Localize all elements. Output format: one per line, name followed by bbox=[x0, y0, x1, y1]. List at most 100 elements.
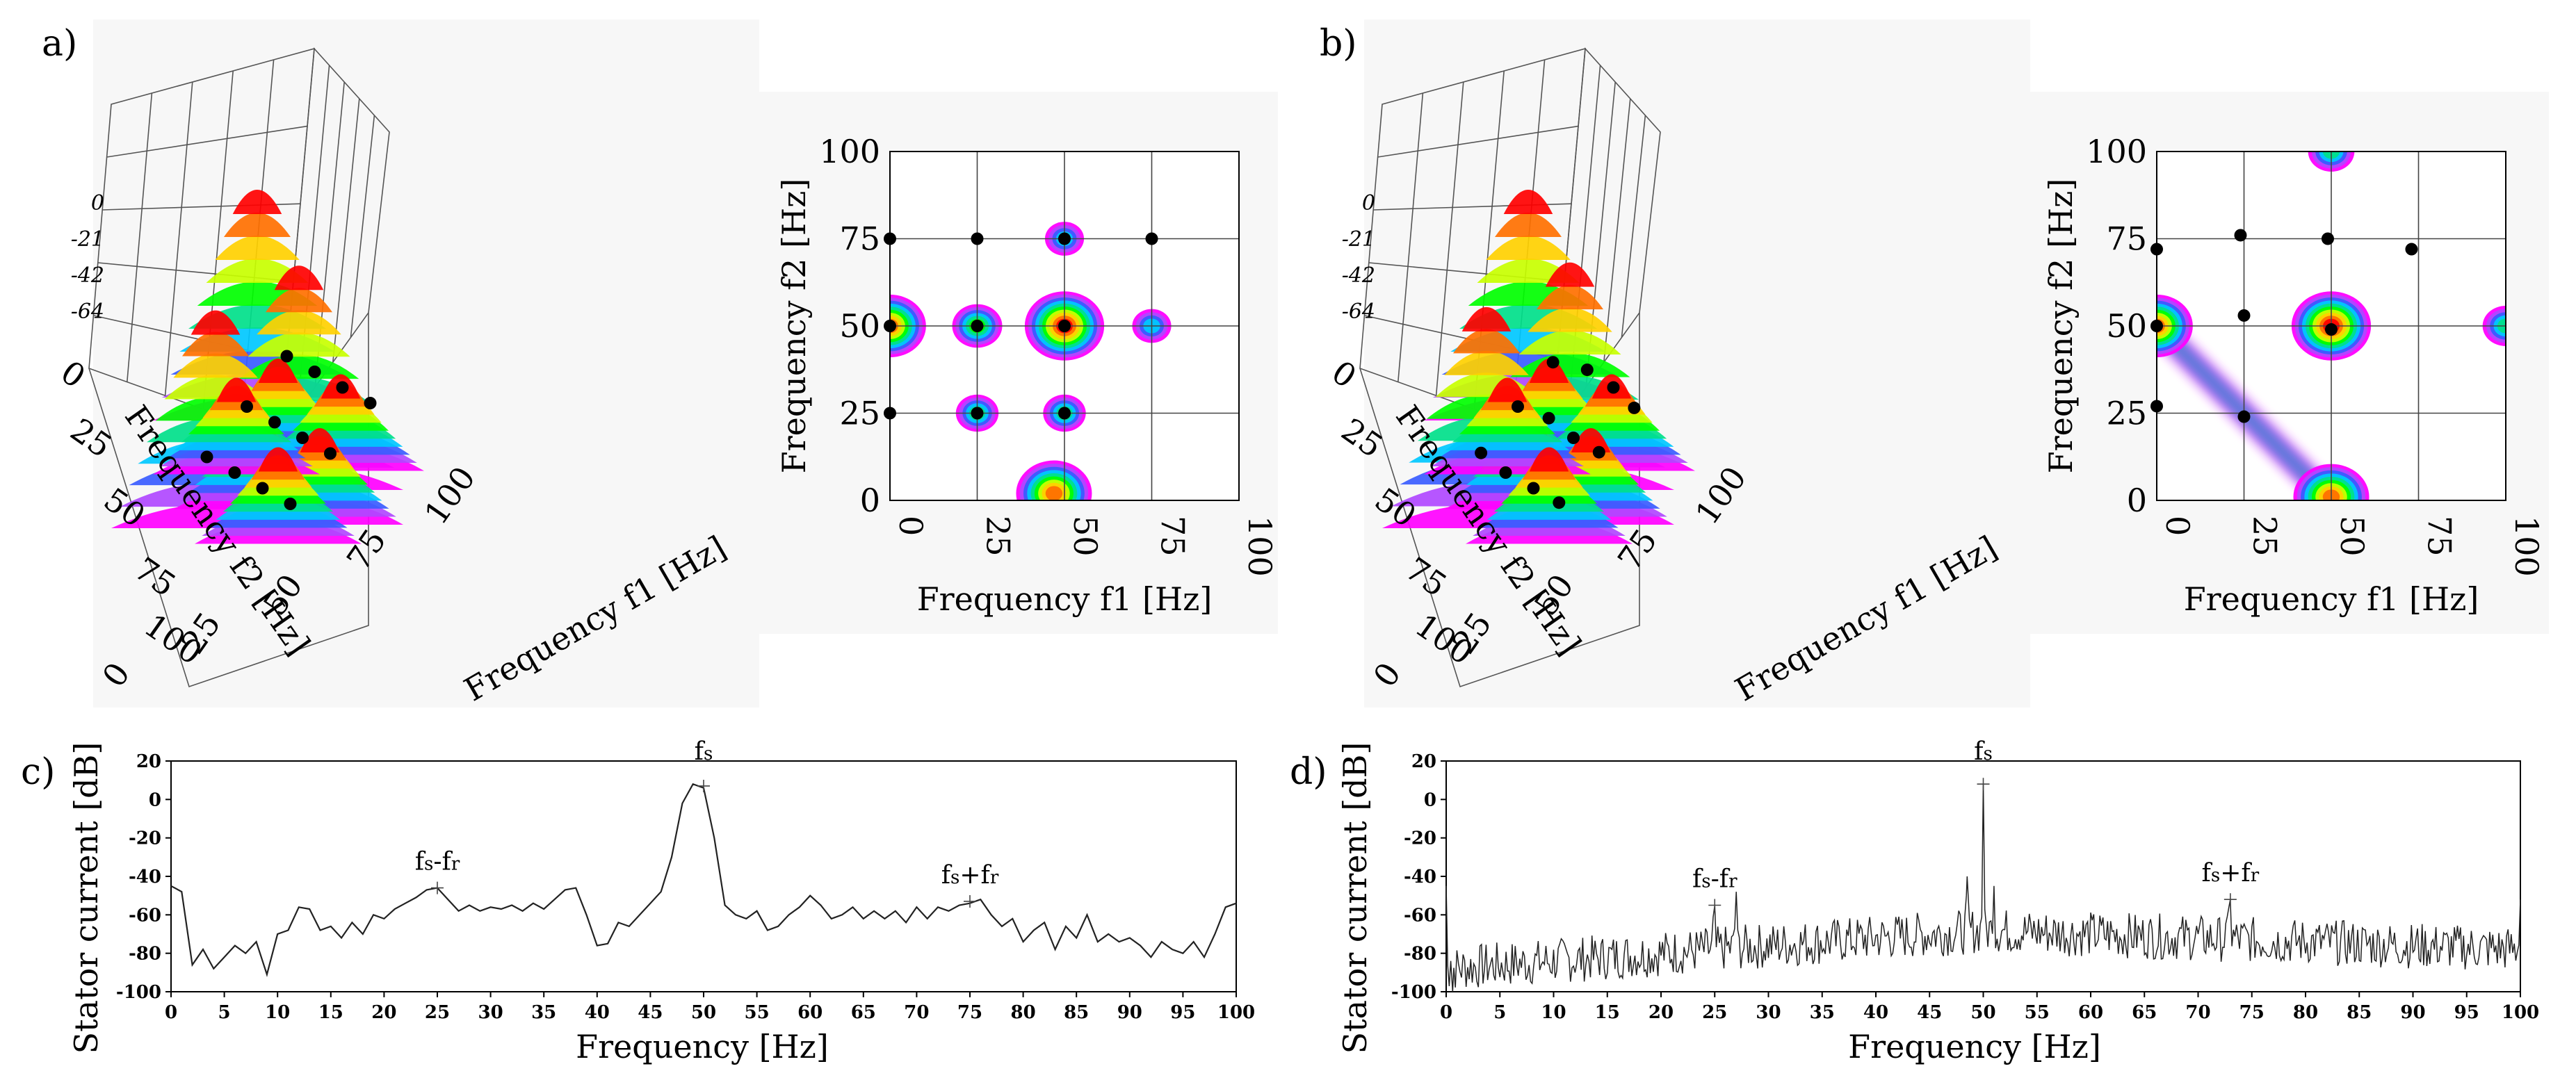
spec-c-xtick-17: 85 bbox=[1064, 1002, 1089, 1023]
surface-b-points bbox=[1475, 356, 1641, 509]
surface-b-ridge-1-layer-9 bbox=[1545, 262, 1595, 287]
heatmap-b-ylabel: Frequency f2 [Hz] bbox=[2042, 179, 2080, 474]
heatmap-a: 0 25 50 75 100 0 25 50 75 100 Frequency f1 [Hz] F… bbox=[775, 133, 1279, 618]
spectrum-c-xlabel: Frequency [Hz] bbox=[576, 1028, 829, 1065]
surface-b-ridge-2-layer-7 bbox=[1444, 350, 1529, 375]
spec-c-xtick-10: 50 bbox=[691, 1002, 716, 1023]
surface-b-wallb-v-4 bbox=[1621, 115, 1646, 338]
spec-c-xtick-6: 30 bbox=[478, 1002, 503, 1023]
surface-a-wallb-v-2 bbox=[314, 81, 345, 387]
spec-d-marker-0 bbox=[1708, 899, 1722, 912]
surface-a-point-0 bbox=[200, 450, 213, 464]
map-a-xtick-3: 75 bbox=[1154, 516, 1192, 557]
spec-c-ytick-2: -20 bbox=[129, 828, 161, 849]
heatmap-b-ticks: 0 25 50 75 100 0 25 50 75 100 bbox=[2086, 133, 2545, 577]
spec-c-xtick-1: 5 bbox=[218, 1002, 231, 1023]
spec-c-marker-2 bbox=[964, 894, 976, 908]
heatmap-a-points bbox=[884, 232, 1158, 420]
surface-b-point-6 bbox=[1527, 482, 1540, 495]
surface-a-point-5 bbox=[308, 366, 321, 378]
heatmap-a-contours bbox=[890, 152, 1239, 500]
map-b-point-5 bbox=[2234, 229, 2247, 242]
surface-a-ridge-8-layer-9 bbox=[258, 447, 298, 472]
spec-c-annotation-2: fs+fr bbox=[941, 861, 999, 890]
surface-b-ridge-7-layer-9 bbox=[1487, 377, 1528, 402]
spec-d-xtick-12: 60 bbox=[2078, 1002, 2103, 1023]
panel-letter-d: d) bbox=[1290, 751, 1327, 793]
spec-d-ytick-4: -60 bbox=[1404, 905, 1436, 926]
surface-b-ridge-1-layer-7 bbox=[1528, 307, 1612, 332]
spec-c-xtick-5: 25 bbox=[425, 1002, 450, 1023]
heatmap-b-points bbox=[2150, 229, 2418, 423]
spec-d-xtick-2: 10 bbox=[1541, 1002, 1566, 1023]
map-a-point-0 bbox=[884, 407, 896, 420]
surface-b-wallb-v-3 bbox=[1603, 98, 1631, 363]
surface-a-point-10 bbox=[324, 447, 337, 460]
spec-d-annotation-2: fs+fr bbox=[2202, 859, 2260, 887]
spec-c-xtick-4: 20 bbox=[371, 1002, 396, 1023]
map-b-xtick-1: 25 bbox=[2246, 516, 2284, 557]
map-a-ytick-3: 75 bbox=[839, 220, 880, 258]
spec-c-xtick-3: 15 bbox=[318, 1002, 343, 1023]
surface-a-point-4 bbox=[268, 416, 281, 429]
surface-b-wall-v-1 bbox=[1398, 92, 1424, 382]
spec-c-xtick-19: 95 bbox=[1170, 1002, 1195, 1023]
spec-d-xtick-6: 30 bbox=[1756, 1002, 1781, 1023]
map-b-point-1 bbox=[2150, 320, 2163, 332]
spec-c-ytick-1: 0 bbox=[149, 789, 161, 810]
map-a-point-8 bbox=[1058, 232, 1071, 245]
spectrum-c: fs-fr fs fs+fr 0 5 10 15 20 25 30 35 40 45 50 55 60 65 7… bbox=[67, 737, 1255, 1065]
spec-d-xtick-18: 90 bbox=[2400, 1002, 2425, 1023]
spec-c-ytick-6: -100 bbox=[116, 982, 161, 1003]
surface-a-ridge-1-layer-8 bbox=[266, 288, 332, 313]
spec-d-xtick-13: 65 bbox=[2132, 1002, 2157, 1023]
spectrum-c-annotations: fs-fr fs fs+fr bbox=[415, 737, 999, 908]
surface-a-surface bbox=[111, 190, 424, 544]
map-a-ytick-4: 100 bbox=[819, 133, 880, 170]
map-b-point-6 bbox=[2325, 323, 2338, 336]
spec-c-ytick-0: 20 bbox=[136, 751, 161, 772]
map-a-xtick-1: 25 bbox=[980, 516, 1017, 557]
map-b-ytick-0: 0 bbox=[2127, 482, 2147, 519]
spec-c-annotation-1: fs bbox=[695, 737, 713, 766]
spec-c-xtick-14: 70 bbox=[904, 1002, 929, 1023]
surface-a-ztick-3: -64 bbox=[71, 300, 104, 324]
spec-d-xtick-16: 80 bbox=[2293, 1002, 2318, 1023]
map-a-point-2 bbox=[884, 232, 896, 245]
surface-b-ztick-1: -21 bbox=[1342, 227, 1375, 252]
surface-b-ridge-1-layer-6 bbox=[1518, 330, 1621, 355]
surface-a-wallb-v-4 bbox=[350, 115, 375, 338]
surface-a-point-3 bbox=[228, 466, 241, 479]
surface-a-ridge-3-layer-9 bbox=[258, 359, 298, 384]
spec-c-xtick-2: 10 bbox=[265, 1002, 290, 1023]
spec-c-xtick-13: 65 bbox=[851, 1002, 876, 1023]
spec-c-plot-frame bbox=[170, 760, 1237, 992]
spec-d-xtick-4: 20 bbox=[1649, 1002, 1674, 1023]
surface-b-ridge-0-layer-8 bbox=[1495, 213, 1562, 237]
map-b-xtick-0: 0 bbox=[2159, 516, 2196, 536]
surface-b-point-2 bbox=[1546, 356, 1560, 369]
map-b-point-4 bbox=[2237, 309, 2251, 322]
map-a-point-1 bbox=[884, 320, 896, 332]
surface-a-ridge-0-layer-7 bbox=[215, 236, 300, 260]
surface-b-ridge-0-layer-7 bbox=[1486, 236, 1571, 260]
surface-a-wall-h-4 bbox=[106, 125, 308, 158]
surface-b-ridge-0-layer-9 bbox=[1503, 190, 1553, 214]
surface-b-surface bbox=[1382, 190, 1695, 544]
surface-b-point-9 bbox=[1553, 496, 1566, 509]
map-a-point-5 bbox=[971, 232, 984, 245]
map-a-xtick-2: 50 bbox=[1067, 516, 1104, 557]
surface-a-ridge-2-layer-8 bbox=[182, 332, 249, 357]
heatmap-a-ticks: 0 25 50 75 100 0 25 50 75 100 bbox=[819, 133, 1279, 577]
surface-b-point-4 bbox=[1542, 411, 1555, 425]
surface-a-ridge-0-layer-9 bbox=[232, 190, 282, 214]
surface-a-ridge-2-layer-7 bbox=[173, 353, 258, 378]
map-b-point-2 bbox=[2150, 243, 2163, 256]
surface-a-ridge-2-layer-9 bbox=[191, 310, 241, 335]
map-a-point-4 bbox=[971, 320, 984, 332]
surface-a-point-9 bbox=[284, 498, 297, 510]
spec-d-xtick-3: 15 bbox=[1595, 1002, 1620, 1023]
surface-a-point-1 bbox=[241, 400, 253, 413]
spec-d-xtick-7: 35 bbox=[1810, 1002, 1835, 1023]
spec-c-xtick-12: 60 bbox=[797, 1002, 823, 1023]
